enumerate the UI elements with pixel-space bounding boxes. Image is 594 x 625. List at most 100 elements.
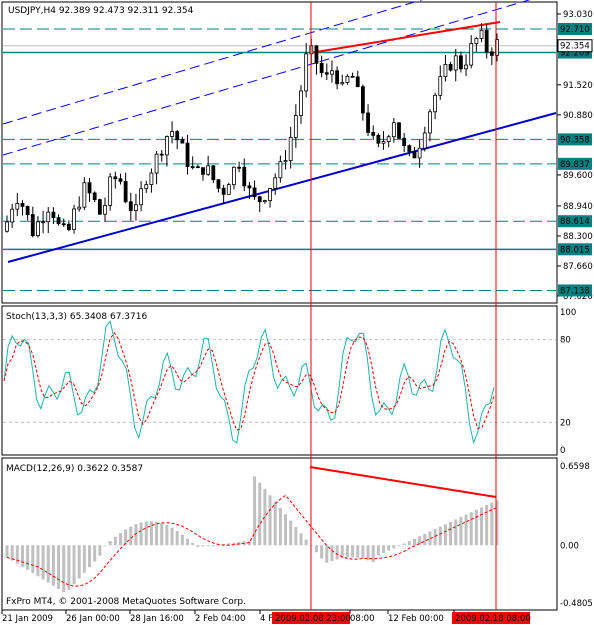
candle-body <box>314 45 319 64</box>
candle-body <box>77 206 82 210</box>
stoch-panel[interactable] <box>1 305 558 456</box>
level-price-label: 92.209 <box>560 49 590 59</box>
macd-histogram-bar <box>423 533 427 546</box>
channel-upper-line[interactable] <box>2 0 556 125</box>
level-price-box <box>558 23 592 36</box>
candle-body <box>134 204 138 212</box>
candle-body <box>299 90 303 116</box>
candle-body <box>221 187 226 195</box>
macd-histogram-bar <box>41 545 45 580</box>
candle-body <box>144 184 149 190</box>
level-price-label: 88.015 <box>560 245 590 255</box>
channel-middle-line[interactable] <box>2 0 556 156</box>
candle-body <box>330 70 334 75</box>
price-tick-label: 88.940 <box>563 202 593 212</box>
macd-histogram-bar <box>211 545 215 547</box>
stoch-tick-label: 20 <box>560 418 571 428</box>
level-price-label: 87.138 <box>560 286 590 296</box>
macd-histogram-bar <box>134 524 138 546</box>
stoch-tick-label: 80 <box>560 336 571 346</box>
candle-body <box>237 166 242 169</box>
macd-histogram-bar <box>289 520 293 546</box>
macd-histogram-bar <box>325 545 329 563</box>
macd-histogram-bar <box>469 512 473 546</box>
macd-histogram-bar <box>438 526 442 546</box>
macd-histogram-bar <box>366 545 370 561</box>
candle-body <box>128 201 133 212</box>
time-tick-label: 2 Feb 04:00 <box>195 614 245 624</box>
macd-histogram-bar <box>351 545 355 558</box>
macd-histogram-bar <box>459 517 463 546</box>
macd-histogram-bar <box>93 545 97 562</box>
level-price-box <box>558 243 592 256</box>
stoch-signal-line <box>3 331 495 431</box>
macd-histogram-bar <box>180 534 184 546</box>
time-tick-label: 4 F <box>260 614 273 624</box>
candle-body <box>103 205 107 215</box>
candle-body <box>386 136 391 142</box>
support-trendline[interactable] <box>7 112 557 263</box>
macd-histogram-bar <box>480 507 484 546</box>
candle-body <box>232 166 236 186</box>
candle-body <box>51 211 56 218</box>
candle-body <box>278 161 283 179</box>
level-price-box <box>558 133 592 146</box>
price-panel[interactable] <box>1 1 558 304</box>
stoch-tick-label: 0 <box>560 446 565 456</box>
macd-histogram-bar <box>175 530 179 546</box>
macd-histogram-bar <box>206 545 210 547</box>
candle-body <box>479 29 484 39</box>
macd-histogram-bar <box>129 526 133 546</box>
macd-histogram-bar <box>82 545 86 573</box>
macd-histogram-bar <box>433 529 437 546</box>
candle-body <box>211 165 216 181</box>
macd-histogram-bar <box>186 538 190 546</box>
level-price-box <box>558 284 592 297</box>
macd-histogram-bar <box>232 542 236 546</box>
candle-body <box>201 167 205 175</box>
macd-histogram-bar <box>57 545 61 589</box>
macd-histogram-bar <box>46 545 50 583</box>
macd-histogram-bar <box>191 542 195 546</box>
macd-histogram-bar <box>392 545 396 549</box>
candle-body <box>350 75 355 78</box>
candle-body <box>190 166 195 168</box>
candle-body <box>185 142 190 167</box>
candle-body <box>41 221 46 224</box>
candle-body <box>397 122 401 139</box>
macd-histogram-bar <box>474 509 478 546</box>
time-highlight-box <box>452 612 530 624</box>
candle-body <box>257 196 262 203</box>
candle-body <box>195 166 200 169</box>
candle-body <box>469 43 474 66</box>
time-tick-label: 28 Jan 16:00 <box>130 614 184 624</box>
candle-body <box>170 131 174 137</box>
macd-histogram-bar <box>284 514 288 546</box>
candle-body <box>20 203 25 207</box>
time-tick-label: 26 Jan 00:00 <box>66 614 120 624</box>
macd-histogram-bar <box>449 521 453 546</box>
macd-histogram-bar <box>5 545 9 558</box>
macd-label: MACD(12,26,9) 0.3622 0.3587 <box>6 464 143 474</box>
candle-body <box>474 38 479 44</box>
macd-layer <box>5 466 499 593</box>
candle-body <box>216 179 221 189</box>
candle-body <box>422 132 427 149</box>
macd-divergence-line[interactable] <box>309 466 497 498</box>
candle-body <box>402 137 407 147</box>
resistance-trendline[interactable] <box>309 21 501 54</box>
macd-histogram-bar <box>113 536 117 546</box>
candle-body <box>464 64 468 70</box>
candle-body <box>345 75 350 83</box>
macd-histogram-bar <box>227 543 231 546</box>
price-tick-label: 90.880 <box>563 111 593 121</box>
stoch-main-line <box>3 320 495 445</box>
macd-histogram-bar <box>98 545 102 556</box>
macd-histogram-bar <box>10 545 14 561</box>
candle-body <box>97 199 102 215</box>
candle-body <box>92 192 97 201</box>
candle-body <box>428 111 432 134</box>
time-tick-label: 08:00 <box>350 614 375 624</box>
